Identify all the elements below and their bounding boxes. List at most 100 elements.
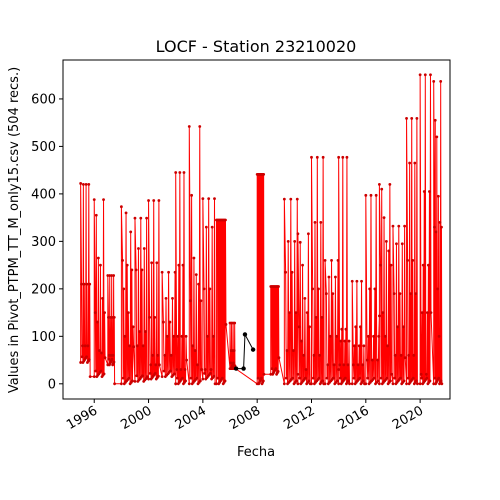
- data-point: [184, 334, 188, 338]
- series-0: [79, 73, 444, 386]
- data-point: [337, 382, 341, 386]
- data-point: [330, 258, 333, 262]
- data-point: [232, 349, 236, 352]
- data-point: [207, 197, 211, 201]
- data-point: [369, 193, 373, 197]
- data-point: [173, 270, 177, 274]
- data-point: [177, 263, 181, 267]
- data-point: [403, 356, 407, 360]
- data-point: [357, 344, 361, 348]
- data-point: [325, 376, 329, 380]
- data-point: [196, 363, 199, 367]
- data-point: [288, 311, 291, 314]
- data-point: [328, 334, 332, 338]
- data-point: [262, 173, 266, 176]
- data-point: [338, 376, 342, 380]
- data-point: [212, 374, 216, 378]
- data-point: [262, 372, 266, 376]
- data-point: [149, 363, 153, 367]
- data-point: [393, 376, 397, 380]
- data-point: [348, 382, 351, 386]
- data-point: [193, 349, 197, 352]
- data-point: [160, 375, 164, 379]
- data-point: [379, 376, 383, 380]
- data-point: [361, 379, 365, 383]
- data-point: [428, 190, 431, 193]
- data-point: [360, 279, 363, 283]
- data-point: [162, 369, 166, 373]
- data-point: [439, 379, 443, 383]
- y-tick-label: 200: [31, 282, 56, 297]
- data-point: [87, 358, 91, 361]
- data-point: [374, 193, 378, 197]
- data-point: [425, 311, 429, 314]
- data-point: [314, 315, 318, 319]
- data-point: [81, 182, 85, 186]
- data-point: [414, 292, 418, 295]
- data-point: [389, 263, 393, 267]
- data-point: [213, 197, 216, 201]
- data-point: [393, 353, 397, 357]
- data-point: [86, 344, 90, 348]
- data-point: [406, 258, 409, 262]
- data-point: [277, 356, 281, 360]
- data-point: [163, 353, 167, 357]
- data-point: [169, 353, 173, 357]
- data-point: [439, 79, 443, 83]
- data-point: [145, 375, 149, 379]
- data-point: [436, 287, 439, 291]
- data-point: [437, 334, 441, 338]
- data-point: [233, 366, 239, 371]
- data-point: [433, 225, 436, 229]
- data-point: [395, 242, 398, 246]
- data-point: [368, 287, 372, 291]
- data-point: [156, 374, 160, 378]
- data-point: [420, 311, 424, 314]
- data-point: [347, 379, 350, 383]
- data-point: [282, 382, 286, 386]
- data-point: [135, 374, 139, 378]
- data-point: [383, 334, 387, 338]
- data-point: [296, 382, 300, 386]
- data-point: [418, 73, 422, 77]
- data-point: [377, 314, 381, 318]
- data-point: [112, 315, 116, 319]
- data-point: [81, 344, 84, 348]
- data-point: [274, 367, 278, 371]
- data-point: [398, 292, 402, 295]
- data-point: [345, 155, 349, 159]
- data-point: [433, 118, 437, 122]
- data-point: [171, 296, 174, 300]
- data-point: [99, 263, 102, 267]
- data-point: [340, 327, 344, 331]
- data-point: [308, 325, 311, 329]
- data-point: [109, 315, 112, 319]
- data-point: [189, 299, 192, 303]
- data-point: [178, 171, 182, 174]
- y-tick-label: 0: [48, 377, 56, 392]
- data-point: [423, 73, 427, 77]
- data-point: [372, 334, 375, 338]
- y-tick-label: 400: [31, 187, 56, 202]
- data-point: [400, 242, 404, 246]
- data-point: [141, 344, 145, 348]
- data-point: [324, 292, 328, 295]
- data-point: [312, 353, 316, 357]
- data-point: [424, 372, 428, 376]
- data-point: [315, 155, 319, 159]
- data-point: [321, 379, 324, 383]
- data-point: [133, 216, 137, 220]
- data-point: [326, 363, 330, 367]
- data-point: [223, 379, 227, 383]
- data-point: [311, 376, 315, 380]
- data-point: [109, 353, 113, 357]
- data-point: [233, 321, 237, 325]
- data-point: [343, 376, 347, 380]
- data-point: [411, 376, 415, 380]
- data-point: [380, 187, 384, 191]
- y-tick-label: 300: [31, 235, 56, 250]
- data-point: [350, 382, 354, 386]
- y-tick-label: 500: [31, 140, 56, 155]
- data-point: [211, 334, 215, 338]
- data-point: [310, 155, 313, 159]
